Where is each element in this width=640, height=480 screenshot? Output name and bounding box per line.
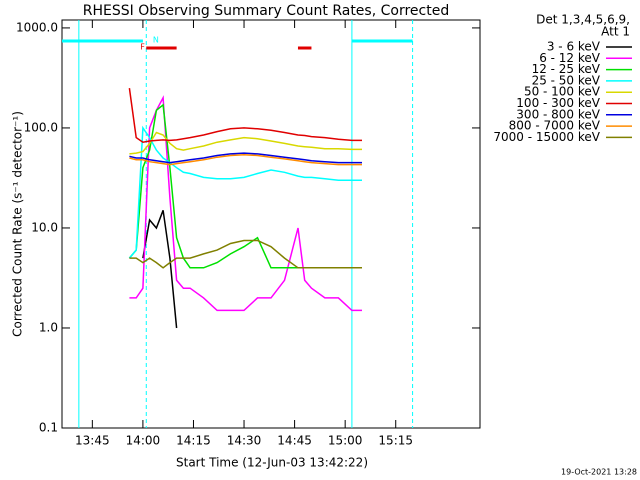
x-axis-label: Start Time (12-Jun-03 13:42:22)	[176, 456, 368, 470]
x-tick-label: 15:00	[328, 434, 363, 448]
y-tick-label: 1000.0	[16, 20, 58, 34]
legend-label: 50 - 100 keV	[524, 85, 601, 99]
night-label: N	[153, 36, 159, 45]
x-tick-label: 13:45	[75, 434, 110, 448]
legend-label: 100 - 300 keV	[516, 96, 600, 110]
legend-label: 800 - 7000 keV	[509, 119, 601, 133]
legend-label: 300 - 800 keV	[516, 107, 600, 121]
x-tick-label: 14:15	[176, 434, 211, 448]
y-tick-label: 0.1	[39, 421, 58, 435]
y-axis-label: Corrected Count Rate (s⁻¹ detector⁻¹)	[11, 111, 25, 337]
plot-frame	[61, 19, 481, 429]
legend-label: 25 - 50 keV	[532, 73, 601, 87]
x-tick-label: 14:30	[227, 434, 262, 448]
series-line	[129, 153, 362, 166]
x-tick-label: 14:00	[126, 434, 161, 448]
y-tick-label: 1.0	[39, 320, 58, 334]
legend-header: Att 1	[601, 25, 630, 39]
chart-title: RHESSI Observing Summary Count Rates, Co…	[83, 3, 449, 19]
timestamp: 19-Oct-2021 13:28	[561, 468, 637, 477]
series-line	[128, 87, 362, 143]
series-line	[129, 239, 362, 269]
x-tick-label: 15:15	[378, 434, 413, 448]
legend-header: Det 1,3,4,5,6,9,	[536, 13, 630, 27]
legend-label: 6 - 12 keV	[539, 51, 601, 65]
legend-label: 12 - 25 keV	[532, 62, 601, 76]
legend-label: 3 - 6 keV	[547, 40, 601, 54]
x-tick-label: 14:45	[277, 434, 312, 448]
series-line	[129, 152, 362, 164]
flare-label: F	[140, 43, 145, 52]
y-tick-label: 10.0	[31, 220, 58, 234]
series-line	[142, 210, 178, 329]
series-line	[128, 125, 362, 259]
legend-label: 7000 - 15000 keV	[493, 130, 600, 144]
series-line	[129, 131, 362, 155]
y-tick-label: 100.0	[24, 120, 58, 134]
